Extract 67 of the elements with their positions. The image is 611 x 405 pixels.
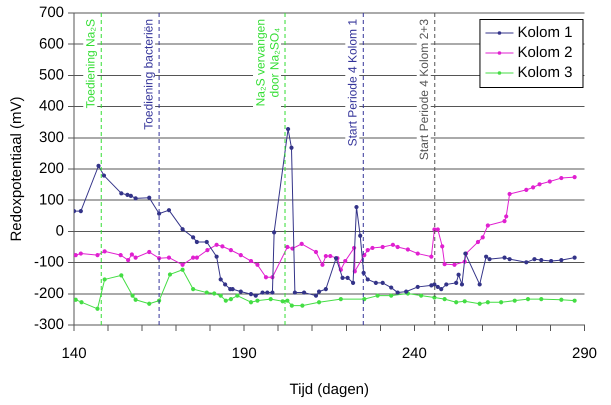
x-tick-label: 240 <box>402 345 427 362</box>
point <box>285 298 290 303</box>
point <box>280 299 285 304</box>
point <box>218 294 223 298</box>
ref-line-label: Start Periode 4 Kolom 1 <box>346 18 360 146</box>
point <box>204 290 209 295</box>
point <box>454 300 458 304</box>
y-tick-label: -200 <box>34 284 64 302</box>
ref-line-label: Start Periode 4 Kolom 2+3 <box>417 18 432 160</box>
point <box>512 298 517 303</box>
point <box>191 287 196 292</box>
point <box>462 299 467 304</box>
y-tick-label: 0 <box>56 222 64 240</box>
point <box>268 297 273 302</box>
ref-line-label: Toediening bacteriën <box>141 19 156 130</box>
x-axis-title: Tijd (dagen) <box>290 381 369 398</box>
point <box>499 300 504 304</box>
x-tick-label: 290 <box>572 345 597 362</box>
point <box>102 277 107 282</box>
legend-label: Kolom 2 <box>517 44 572 62</box>
point <box>168 272 172 277</box>
y-tick-label: 200 <box>38 160 64 178</box>
point <box>539 297 544 302</box>
point <box>572 298 577 303</box>
ref-line-label: Na₂S vervangen door Na₂SO₄ <box>253 19 282 106</box>
point <box>338 297 343 302</box>
point <box>389 294 394 298</box>
point <box>248 300 254 304</box>
y-tick-label: 400 <box>38 98 64 115</box>
point <box>442 297 447 302</box>
point <box>419 294 424 298</box>
point <box>119 273 124 278</box>
point <box>478 302 482 306</box>
ref-line-label: Toediening Na₂S <box>84 18 98 108</box>
point <box>432 295 437 300</box>
point <box>486 300 490 304</box>
point <box>255 298 260 303</box>
point <box>224 298 228 303</box>
point <box>235 294 240 298</box>
x-tick-label: 190 <box>232 345 257 362</box>
point <box>290 304 294 308</box>
point <box>300 304 304 308</box>
y-axis-title: Redoxpotentiaal (mV) <box>8 96 26 242</box>
point <box>74 298 78 302</box>
point <box>375 294 380 298</box>
point <box>526 297 530 302</box>
y-tick-label: -100 <box>34 254 64 271</box>
point <box>147 302 152 306</box>
point <box>316 300 322 304</box>
point <box>212 291 216 296</box>
y-tick-label: -300 <box>34 316 64 334</box>
legend-label: Kolom 1 <box>517 24 572 42</box>
y-tick-label: 700 <box>38 4 64 22</box>
point <box>134 298 138 302</box>
point <box>79 300 84 304</box>
y-tick-label: 500 <box>38 66 64 84</box>
point <box>180 268 185 272</box>
point <box>362 297 366 302</box>
y-tick-label: 300 <box>38 128 64 146</box>
x-tick-label: 140 <box>62 345 87 362</box>
legend-label: Kolom 3 <box>517 64 572 82</box>
point <box>130 294 135 298</box>
point <box>559 298 564 302</box>
y-tick-label: 100 <box>38 191 64 208</box>
y-tick-label: 600 <box>38 35 64 52</box>
point <box>95 306 100 311</box>
point <box>228 297 234 302</box>
